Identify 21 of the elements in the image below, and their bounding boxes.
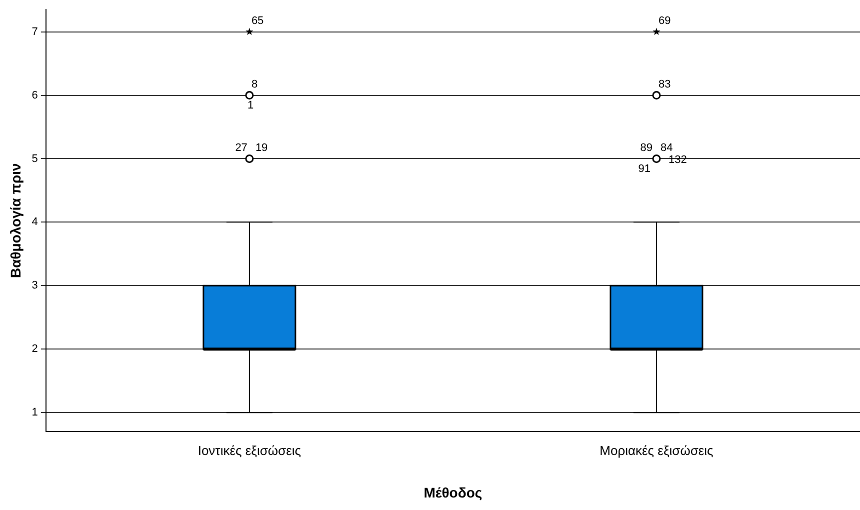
annotation: 65 (251, 14, 264, 27)
annotation: 27 (235, 142, 248, 154)
x-axis-title: Μέθοδος (424, 484, 482, 500)
annotation: 84 (660, 142, 673, 154)
annotation: 1 (247, 99, 254, 112)
annotation: 69 (658, 14, 671, 27)
annotation: 8 (251, 78, 258, 90)
y-tick-label: 4 (32, 216, 38, 228)
y-tick-label: 6 (32, 89, 38, 102)
annotation: 89 (640, 142, 652, 154)
annotation: 91 (638, 162, 650, 175)
y-tick-label: 3 (32, 280, 38, 292)
y-tick-label: 5 (32, 152, 38, 165)
y-tick-label: 7 (32, 26, 38, 38)
y-axis-title: Βαθμολογία πριν (7, 162, 24, 278)
annotation: 83 (658, 78, 671, 90)
x-tick-label: Ιοντικές εξισώσεις (198, 442, 302, 458)
y-tick-label: 2 (32, 343, 38, 356)
annotation: 19 (255, 142, 268, 154)
y-tick-label: 1 (32, 406, 38, 419)
x-tick-label: Μοριακές εξισώσεις (600, 442, 714, 458)
